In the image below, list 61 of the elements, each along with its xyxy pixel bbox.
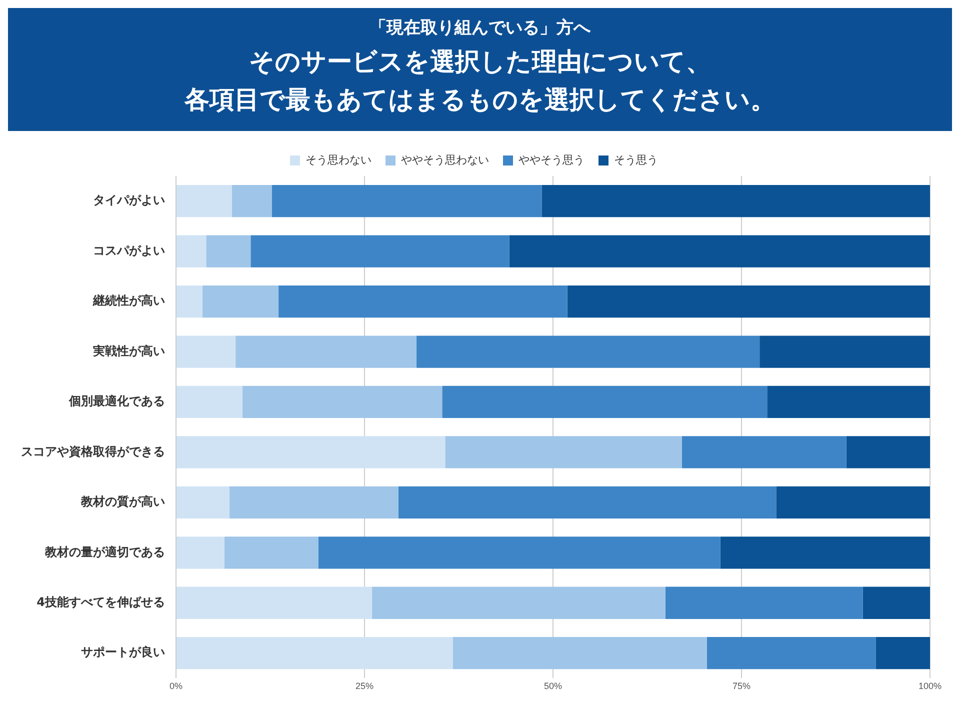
y-tick-label: 教材の量が適切である — [44, 544, 165, 559]
legend-label: ややそう思わない — [401, 153, 489, 166]
bar — [176, 486, 230, 518]
bar — [176, 185, 232, 218]
x-tick-label: 75% — [732, 681, 751, 692]
bar — [278, 285, 568, 318]
legend-label: そう思わない — [306, 153, 372, 166]
bar — [250, 235, 510, 268]
bar — [706, 637, 876, 670]
chart-title: そのサービスを選択した理由について、各項目で最もあてはまるものを選択してください。 — [184, 46, 776, 116]
bar — [767, 386, 930, 418]
bar — [509, 235, 930, 268]
bar — [862, 586, 930, 619]
bar — [242, 386, 442, 418]
bar — [416, 336, 760, 368]
legend-label: そう思う — [614, 153, 658, 166]
bar — [665, 586, 863, 619]
y-tick-label: 継続性が高い — [92, 294, 165, 308]
y-tick-label: コスパがよい — [93, 243, 165, 258]
y-tick-label: 4技能すべてを伸ばせる — [36, 594, 165, 609]
bar — [176, 536, 224, 569]
y-tick-label: タイパがよい — [93, 193, 165, 208]
bar — [542, 185, 930, 218]
bar — [236, 336, 417, 368]
x-tick-label: 100% — [918, 681, 942, 692]
y-tick-label: 実戦性が高い — [92, 344, 165, 358]
bar — [202, 285, 279, 318]
x-tick-label: 25% — [355, 681, 374, 692]
bar — [720, 536, 930, 569]
y-tick-label: スコアや資格取得ができる — [21, 444, 165, 458]
bar — [176, 586, 372, 619]
bar — [846, 436, 930, 468]
x-tick-label: 50% — [544, 681, 562, 692]
bar — [760, 336, 930, 368]
bar — [567, 285, 930, 318]
y-tick-label: 個別最適化である — [68, 394, 165, 408]
bar — [224, 536, 319, 569]
bar — [272, 185, 542, 218]
chart-subtitle: 「現在取り組んでいる」方へ — [368, 17, 592, 39]
bar — [682, 436, 846, 468]
bar — [445, 436, 682, 468]
y-tick-label: 教材の質が高い — [80, 494, 165, 509]
bar — [232, 185, 272, 218]
bar — [398, 486, 776, 518]
bar — [176, 336, 236, 368]
bar — [176, 235, 206, 268]
bar — [318, 536, 720, 569]
bar — [176, 436, 446, 468]
x-tick-label: 0% — [169, 681, 183, 692]
bar — [206, 235, 251, 268]
bar — [442, 386, 768, 418]
y-tick-label: サポートが良い — [81, 645, 165, 660]
bar — [776, 486, 930, 518]
bar — [176, 386, 242, 418]
bar — [230, 486, 398, 518]
bar — [452, 637, 707, 670]
bar — [176, 285, 202, 318]
bar — [876, 637, 930, 670]
bar — [372, 586, 666, 619]
bar — [176, 637, 453, 670]
legend-label: ややそう思う — [518, 153, 584, 166]
